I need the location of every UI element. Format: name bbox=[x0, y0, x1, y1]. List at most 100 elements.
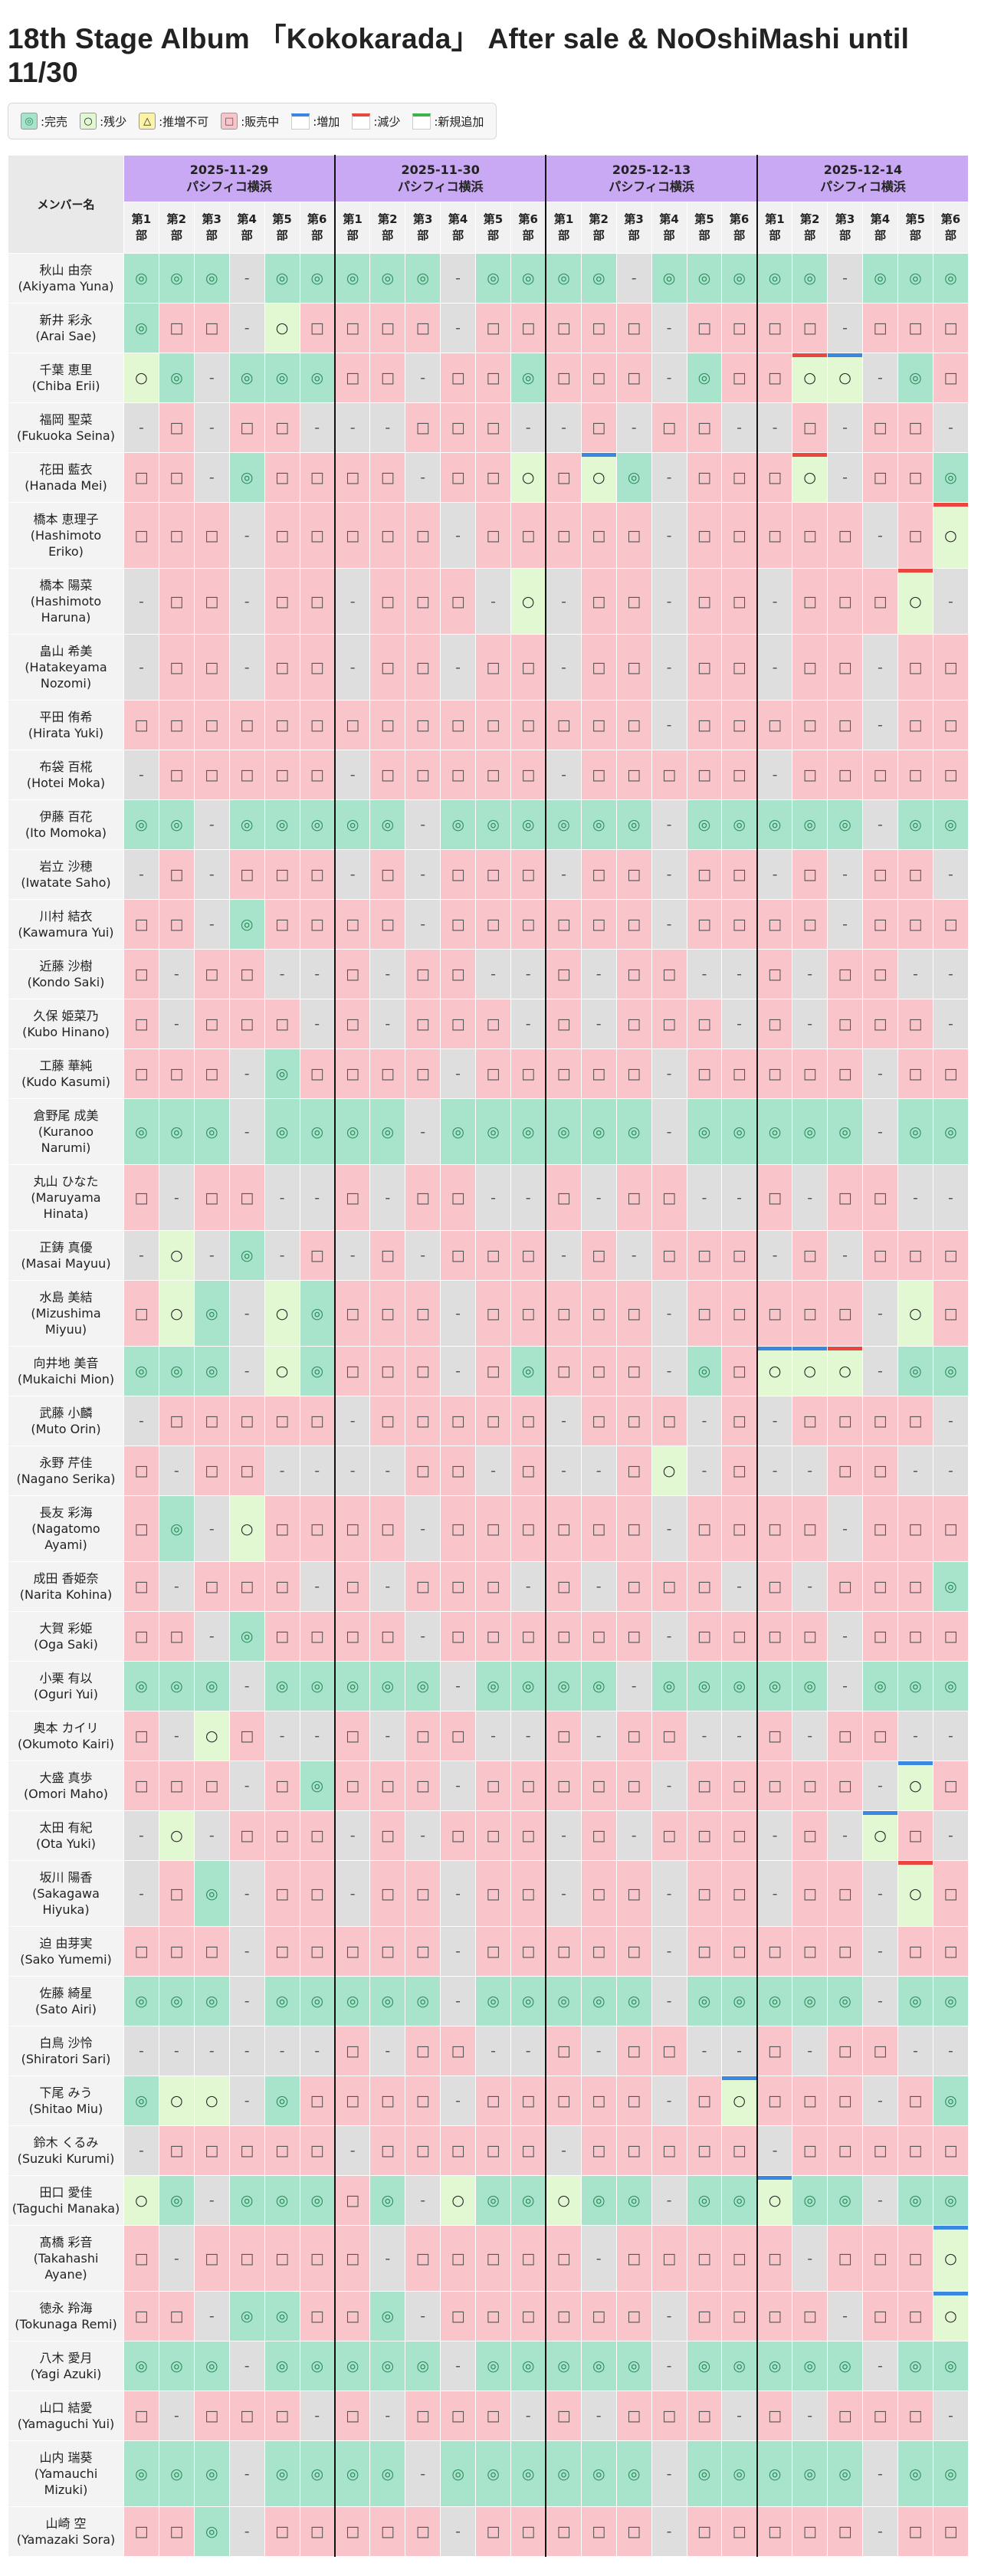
part-header: 第1部 bbox=[123, 202, 159, 254]
status-cell: □ bbox=[405, 1761, 441, 1811]
status-cell: □ bbox=[721, 1860, 758, 1927]
status-cell: □ bbox=[580, 1048, 617, 1099]
status-cell: - bbox=[580, 1561, 617, 1612]
status-cell: □ bbox=[721, 899, 758, 950]
status-cell: ◎ bbox=[510, 2175, 546, 2226]
status-cell: □ bbox=[580, 2291, 617, 2341]
status-cell: □ bbox=[228, 949, 265, 999]
status-cell: □ bbox=[405, 2026, 441, 2076]
status-cell: ◎ bbox=[721, 2341, 758, 2391]
status-cell: □ bbox=[686, 452, 723, 503]
status-cell: □ bbox=[193, 1396, 230, 1446]
status-cell: ◎ bbox=[932, 253, 970, 304]
status-cell: - bbox=[475, 949, 511, 999]
status-cell: □ bbox=[792, 568, 828, 635]
status-cell: ◎ bbox=[299, 1761, 336, 1811]
status-cell: □ bbox=[897, 1048, 933, 1099]
status-cell: □ bbox=[510, 899, 546, 950]
status-cell: ○ bbox=[792, 353, 828, 403]
status-cell: □ bbox=[756, 2225, 793, 2292]
status-cell: □ bbox=[510, 750, 546, 800]
member-row: 倉野尾 成美 (Kuranoo Narumi) ◎ ◎ ◎ - ◎ ◎ ◎ ◎ - ◎ ◎ ◎ ◎ ◎ ◎ - ◎ ◎… bbox=[8, 1098, 970, 1165]
status-cell: □ bbox=[333, 2391, 371, 2441]
status-cell: □ bbox=[333, 2076, 371, 2126]
status-cell: □ bbox=[615, 899, 652, 950]
status-cell: - bbox=[580, 2026, 617, 2076]
status-cell: □ bbox=[862, 949, 898, 999]
status-cell: □ bbox=[862, 1230, 898, 1281]
name-romaji: (Mukaichi Mion) bbox=[17, 1372, 115, 1386]
change-bar bbox=[792, 453, 828, 457]
status-cell: ○ bbox=[158, 1280, 195, 1347]
status-cell: □ bbox=[721, 1495, 758, 1562]
status-cell: - bbox=[333, 750, 371, 800]
status-cell: - bbox=[651, 568, 687, 635]
status-cell: - bbox=[123, 2026, 159, 2076]
status-cell: □ bbox=[545, 2291, 582, 2341]
status-cell: □ bbox=[193, 634, 230, 701]
status-cell: □ bbox=[545, 1048, 582, 1099]
status-cell: ◎ bbox=[193, 1661, 230, 1711]
member-name: 橋本 恵理子 (Hashimoto Eriko) bbox=[8, 502, 124, 569]
status-cell: □ bbox=[123, 1926, 159, 1977]
status-cell: □ bbox=[228, 1810, 265, 1861]
status-cell: □ bbox=[193, 502, 230, 569]
status-cell: □ bbox=[651, 1164, 687, 1231]
name-romaji: (Nagatomo Ayami) bbox=[31, 1521, 100, 1552]
status-cell: □ bbox=[299, 2291, 336, 2341]
status-cell: □ bbox=[299, 2225, 336, 2292]
status-cell: □ bbox=[123, 2225, 159, 2292]
part-header: 第1部 bbox=[333, 202, 371, 254]
member-name: 佐藤 綺星 (Sato Airi) bbox=[8, 1976, 124, 2026]
status-cell: □ bbox=[123, 502, 159, 569]
status-cell: □ bbox=[792, 634, 828, 701]
status-cell: - bbox=[792, 949, 828, 999]
status-cell: □ bbox=[510, 303, 546, 353]
name-ja: 秋山 由奈 bbox=[39, 263, 93, 277]
status-cell: ◎ bbox=[299, 799, 336, 850]
name-ja: 水島 美結 bbox=[39, 1290, 93, 1304]
status-cell: - bbox=[862, 634, 898, 701]
status-cell: □ bbox=[405, 402, 441, 453]
member-row: 畠山 希美 (Hatakeyama Nozomi) - □ □ - □ □ - □ □ - □ □ - □ □ -… bbox=[8, 634, 970, 701]
member-row: 正鋳 真優 (Masai Mayuu) - ○ - ◎ - □ - □ - □ □ □ - □ - □ □ □ - □ - □… bbox=[8, 1230, 970, 1281]
status-cell: □ bbox=[440, 899, 477, 950]
status-cell: □ bbox=[897, 1495, 933, 1562]
status-cell: □ bbox=[264, 700, 300, 750]
status-cell: □ bbox=[158, 899, 195, 950]
name-ja: 布袋 百椛 bbox=[39, 760, 93, 774]
status-cell: ◎ bbox=[264, 253, 300, 304]
status-cell: ◎ bbox=[193, 2341, 230, 2391]
status-cell: □ bbox=[615, 2026, 652, 2076]
status-cell: ○ bbox=[510, 568, 546, 635]
status-cell: □ bbox=[545, 2506, 582, 2557]
status-cell: ◎ bbox=[369, 2291, 406, 2341]
status-cell: □ bbox=[545, 700, 582, 750]
status-cell: - bbox=[651, 1346, 687, 1396]
member-name: 田口 愛佳 (Taguchi Manaka) bbox=[8, 2175, 124, 2226]
status-cell: □ bbox=[123, 1761, 159, 1811]
member-row: 橋本 陽菜 (Hashimoto Haruna) - □ □ - □ □ - □ □ □ - ○ - □ □ - □… bbox=[8, 568, 970, 635]
status-cell: □ bbox=[123, 1495, 159, 1562]
member-row: 秋山 由奈 (Akiyama Yuna) ◎ ◎ ◎ - ◎ ◎ ◎ ◎ ◎ - ◎ ◎ ◎ ◎ - ◎ ◎ ◎ ◎ ◎ -… bbox=[8, 253, 970, 304]
status-cell: □ bbox=[897, 2225, 933, 2292]
status-cell: □ bbox=[615, 1860, 652, 1927]
status-cell: □ bbox=[228, 700, 265, 750]
status-cell: - bbox=[158, 1711, 195, 1761]
status-cell: - bbox=[827, 303, 864, 353]
status-cell: ◎ bbox=[369, 2341, 406, 2391]
member-name: 奥本 カイリ (Okumoto Kairi) bbox=[8, 1711, 124, 1761]
status-cell: □ bbox=[827, 1280, 864, 1347]
member-name: 倉野尾 成美 (Kuranoo Narumi) bbox=[8, 1098, 124, 1165]
status-cell: □ bbox=[193, 2125, 230, 2176]
status-cell: □ bbox=[827, 1761, 864, 1811]
status-cell: - bbox=[862, 799, 898, 850]
status-cell: □ bbox=[405, 502, 441, 569]
change-bar bbox=[828, 353, 863, 357]
status-cell: □ bbox=[721, 1611, 758, 1662]
status-cell: □ bbox=[827, 1860, 864, 1927]
member-row: 太田 有紀 (Ota Yuki) - ○ - □ □ □ - □ - □ □ □ - □ - □ □ □ - □ - ○ □ - bbox=[8, 1810, 970, 1861]
status-cell: ◎ bbox=[123, 253, 159, 304]
status-cell: ◎ bbox=[299, 1098, 336, 1165]
status-cell: ◎ bbox=[333, 1661, 371, 1711]
